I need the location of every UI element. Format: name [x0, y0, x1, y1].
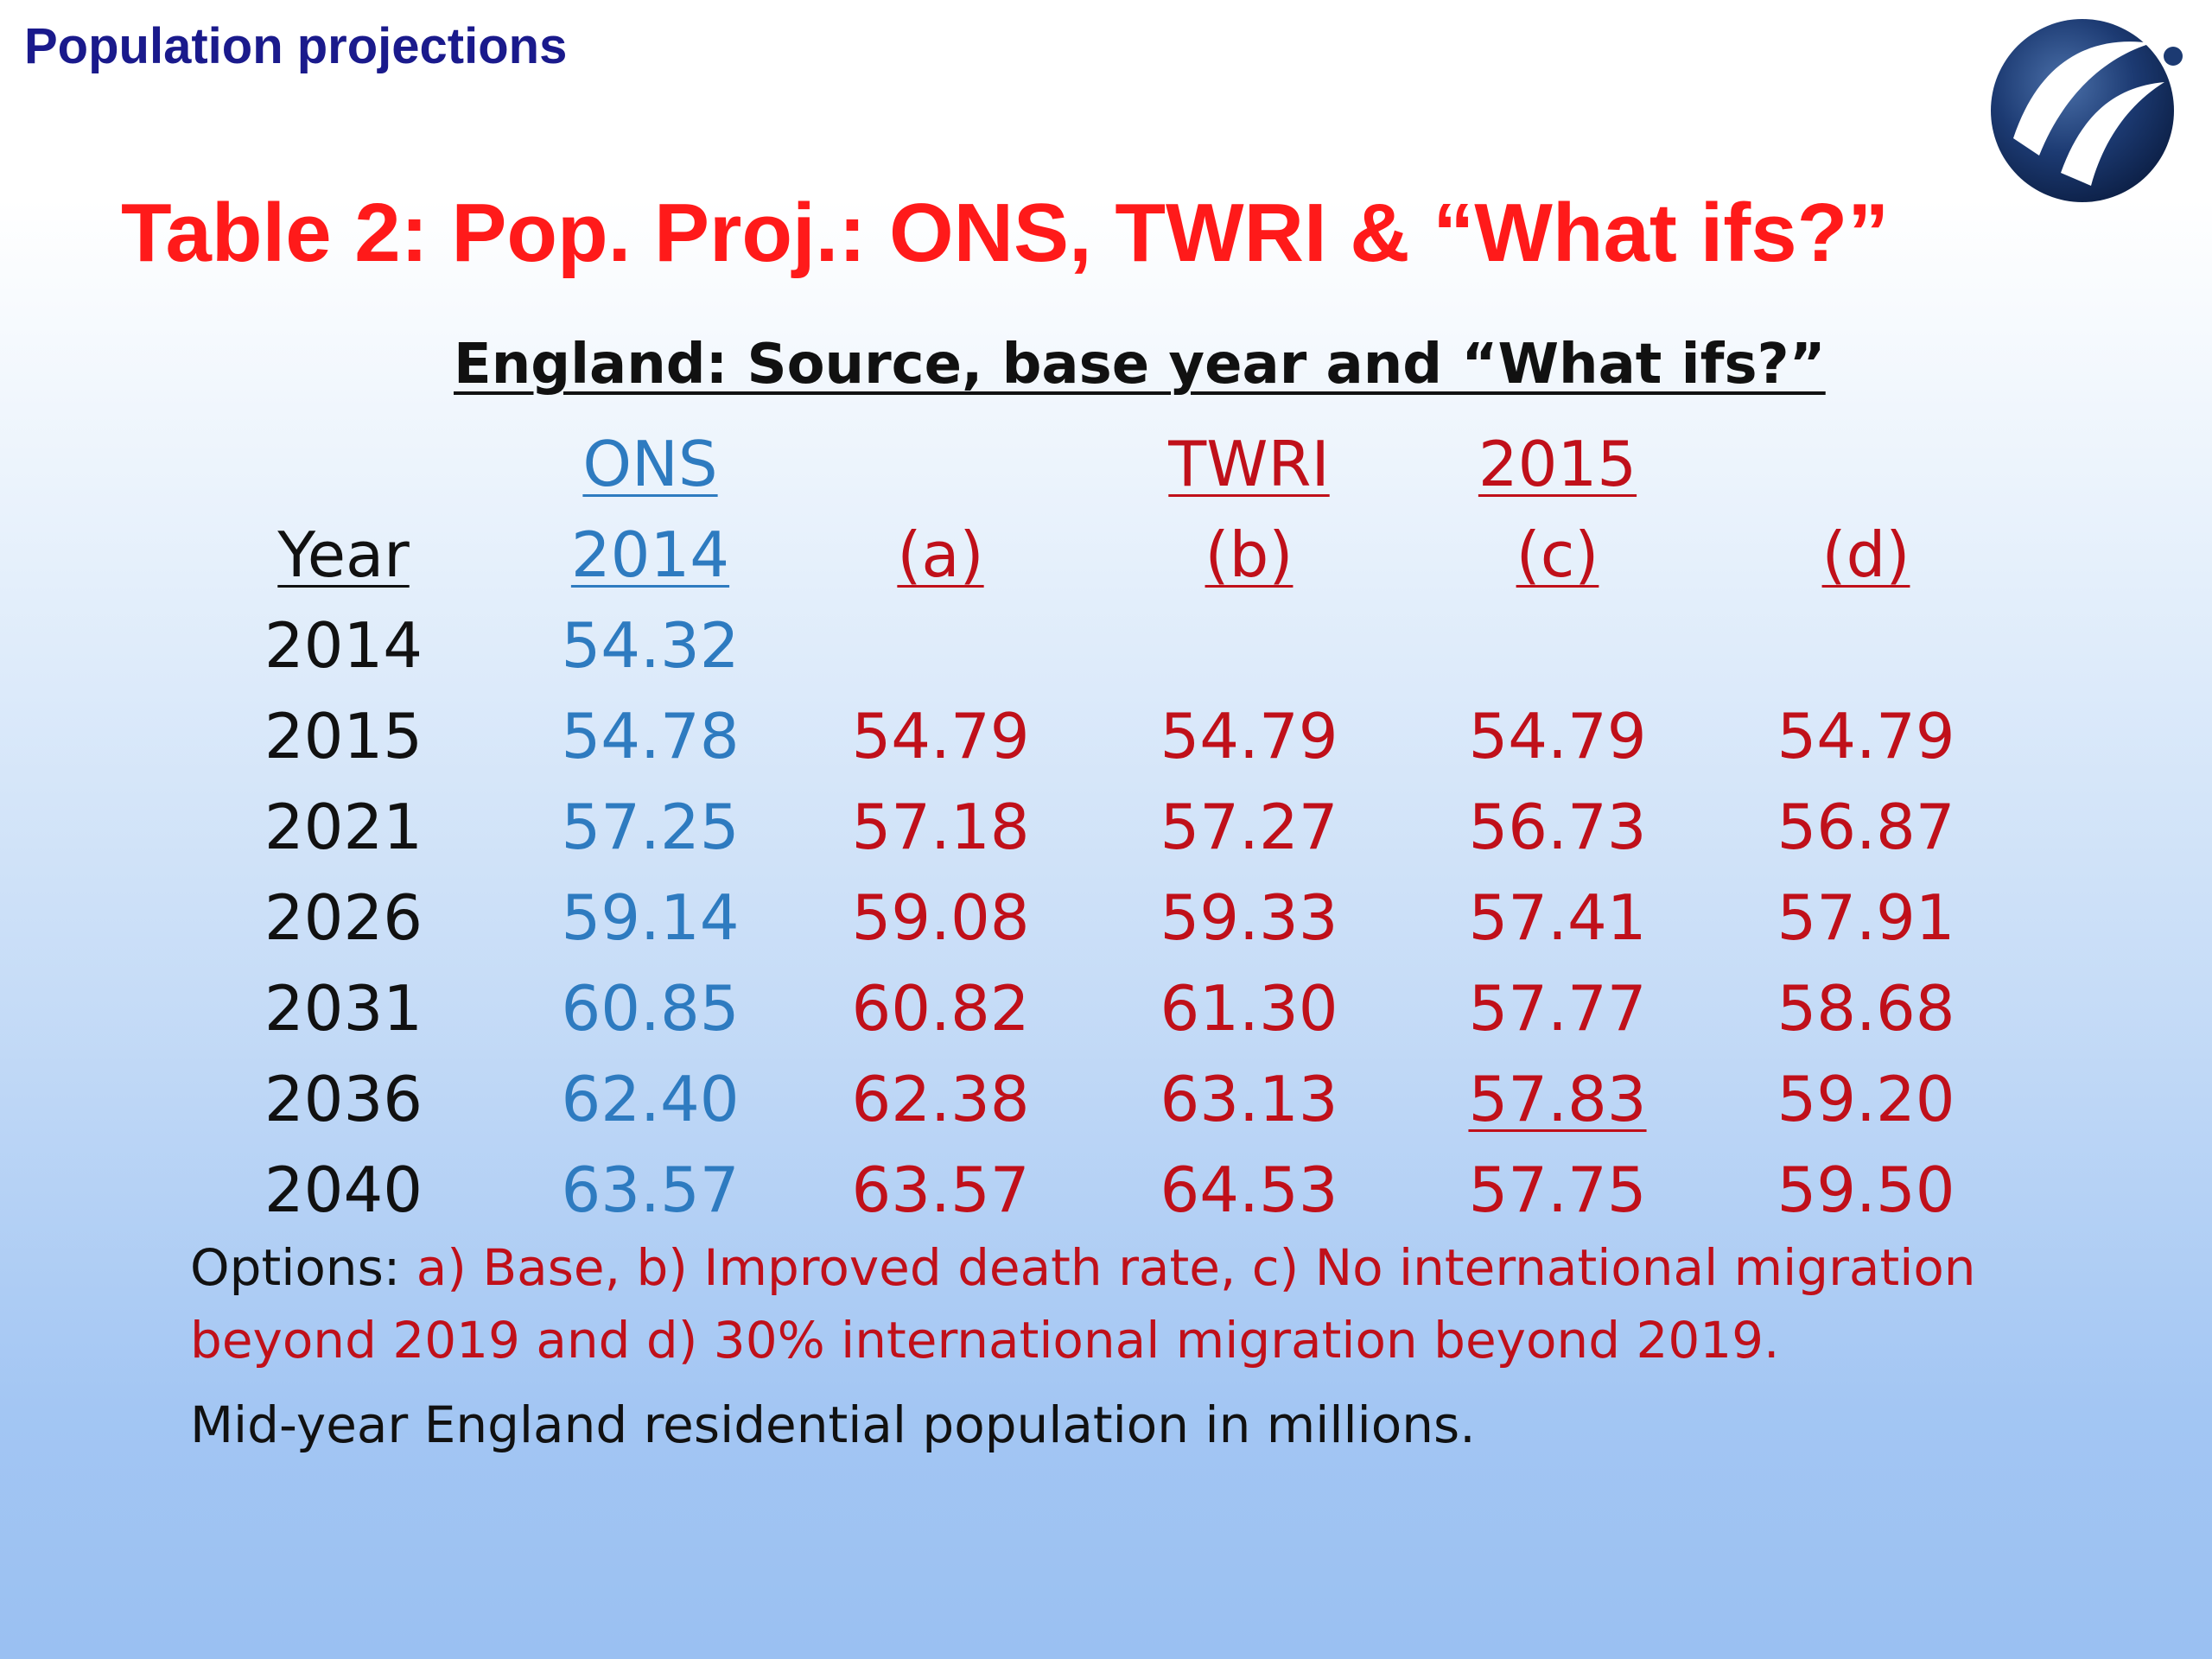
- cell-a: 63.57: [851, 1154, 1030, 1226]
- table-row: 2021 57.25 57.18 57.27 56.73 56.87: [173, 782, 2020, 873]
- cell-ons: 54.32: [561, 609, 740, 682]
- group-header-twri: TWRI: [1168, 428, 1330, 500]
- cell-c: [1403, 601, 1712, 691]
- column-header-ons-2014: 2014: [570, 518, 730, 591]
- column-header-year: Year: [277, 518, 410, 591]
- cell-a: 57.18: [851, 791, 1030, 863]
- column-header-a: (a): [897, 518, 984, 591]
- table-row: 2036 62.40 62.38 63.13 57.83 59.20: [173, 1054, 2020, 1145]
- cell-d: 56.87: [1777, 791, 1955, 863]
- cell-a: 54.79: [851, 700, 1030, 772]
- cell-a: [786, 601, 1095, 691]
- cell-ons: 63.57: [561, 1154, 740, 1226]
- options-label: Options:: [190, 1238, 416, 1297]
- cell-b: 59.33: [1160, 881, 1338, 954]
- column-header-row: Year 2014 (a) (b) (c) (d): [173, 510, 2020, 601]
- table-row: 2040 63.57 63.57 64.53 57.75 59.50: [173, 1145, 2020, 1236]
- population-table: ONS TWRI 2015 Year 2014 (a) (b) (c) (d) …: [173, 419, 2020, 1236]
- cell-d: 59.20: [1777, 1063, 1955, 1135]
- cell-ons: 59.14: [561, 881, 740, 954]
- table-subtitle: England: Source, base year and “What ifs…: [454, 333, 1826, 397]
- cell-c: 57.41: [1468, 881, 1647, 954]
- cell-year: 2040: [264, 1154, 423, 1226]
- group-header-2015: 2015: [1478, 428, 1637, 500]
- cell-year: 2026: [264, 881, 423, 954]
- cell-year: 2036: [264, 1063, 423, 1135]
- column-header-b: (b): [1205, 518, 1294, 591]
- group-header-empty: [786, 419, 1095, 510]
- globe-logo-icon: [1991, 19, 2187, 202]
- cell-year: 2021: [264, 791, 423, 863]
- table-row: 2014 54.32: [173, 601, 2020, 691]
- group-header-empty: [1712, 419, 2020, 510]
- cell-a: 62.38: [851, 1063, 1030, 1135]
- cell-a: 60.82: [851, 972, 1030, 1045]
- cell-d: 54.79: [1777, 700, 1955, 772]
- cell-b: 63.13: [1160, 1063, 1338, 1135]
- group-header-empty: [173, 419, 514, 510]
- table-row: 2026 59.14 59.08 59.33 57.41 57.91: [173, 873, 2020, 963]
- cell-c: 57.83: [1468, 1063, 1647, 1135]
- cell-b: 61.30: [1160, 972, 1338, 1045]
- cell-year: 2014: [264, 609, 423, 682]
- cell-d: [1712, 601, 2020, 691]
- cell-b: 57.27: [1160, 791, 1338, 863]
- header-title: Population projections: [24, 18, 568, 74]
- options-note: Options: a) Base, b) Improved death rate…: [190, 1231, 2048, 1376]
- group-header-ons: ONS: [582, 428, 718, 500]
- cell-a: 59.08: [851, 881, 1030, 954]
- options-text: a) Base, b) Improved death rate, c) No i…: [190, 1238, 1976, 1370]
- column-header-d: (d): [1821, 518, 1910, 591]
- cell-c: 56.73: [1468, 791, 1647, 863]
- table-row: 2031 60.85 60.82 61.30 57.77 58.68: [173, 963, 2020, 1054]
- column-header-c: (c): [1516, 518, 1599, 591]
- cell-b: 54.79: [1160, 700, 1338, 772]
- cell-c: 57.75: [1468, 1154, 1647, 1226]
- cell-d: 57.91: [1777, 881, 1955, 954]
- group-header-row: ONS TWRI 2015: [173, 419, 2020, 510]
- cell-ons: 57.25: [561, 791, 740, 863]
- cell-c: 57.77: [1468, 972, 1647, 1045]
- cell-b: 64.53: [1160, 1154, 1338, 1226]
- footnote: Mid-year England residential population …: [190, 1395, 1476, 1454]
- cell-c: 54.79: [1468, 700, 1647, 772]
- cell-ons: 60.85: [561, 972, 740, 1045]
- cell-d: 59.50: [1777, 1154, 1955, 1226]
- cell-ons: 62.40: [561, 1063, 740, 1135]
- cell-b: [1095, 601, 1403, 691]
- cell-ons: 54.78: [561, 700, 740, 772]
- cell-d: 58.68: [1777, 972, 1955, 1045]
- cell-year: 2015: [264, 700, 423, 772]
- table-row: 2015 54.78 54.79 54.79 54.79 54.79: [173, 691, 2020, 782]
- main-title: Table 2: Pop. Proj.: ONS, TWRI & “What i…: [121, 187, 1890, 279]
- cell-year: 2031: [264, 972, 423, 1045]
